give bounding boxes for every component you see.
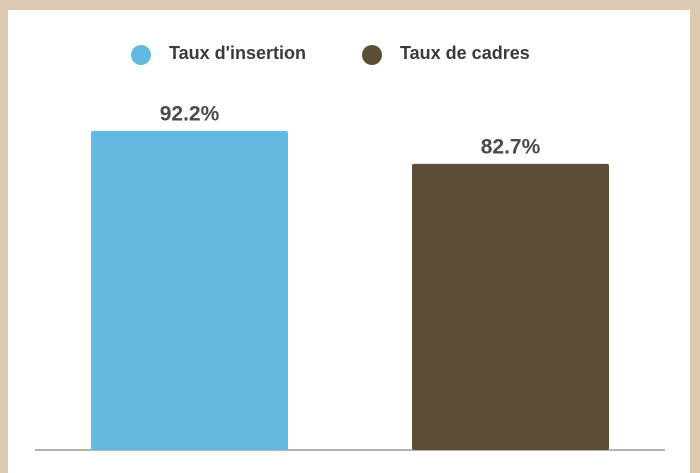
bar — [412, 163, 609, 450]
legend-label: Taux de cadres — [400, 43, 530, 63]
legend-swatch — [131, 45, 151, 65]
legend-swatch — [362, 45, 382, 65]
legend-label: Taux d'insertion — [169, 43, 306, 63]
value-label: 82.7% — [481, 135, 541, 158]
bar — [91, 130, 288, 450]
value-label: 92.2% — [160, 103, 220, 126]
